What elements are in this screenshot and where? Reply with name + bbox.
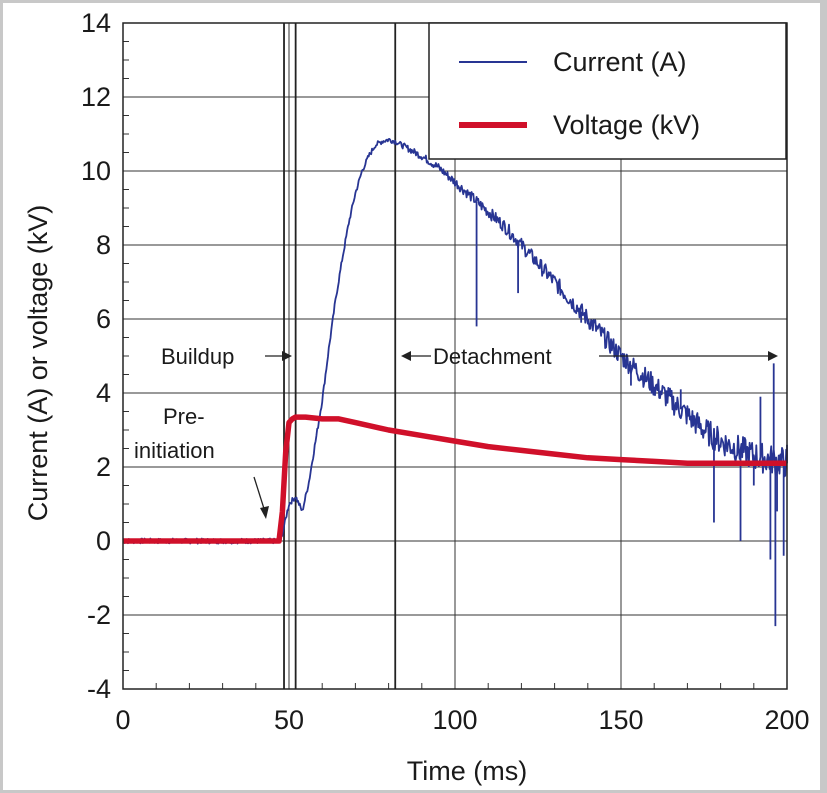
- x-axis-label: Time (ms): [407, 756, 527, 786]
- legend-box: [428, 22, 787, 160]
- y-tick-label: 2: [96, 452, 111, 482]
- preinitiation-arrowhead: [260, 506, 269, 519]
- buildup-arrowhead: [282, 351, 292, 361]
- annotation-buildup: Buildup: [161, 344, 234, 369]
- chart-frame: 0 50 100 150 200 -4 -2 0 2 4 6 8 10 12 14 Time (ms) C…: [3, 3, 820, 790]
- annotation-preinitiation-line2: initiation: [134, 438, 215, 463]
- detachment-arrowhead-left: [401, 351, 411, 361]
- x-tick-label: 0: [115, 705, 130, 735]
- y-tick-label: 12: [81, 82, 111, 112]
- annotation-detachment: Detachment: [433, 344, 552, 369]
- y-axis-label: Current (A) or voltage (kV): [23, 205, 53, 522]
- x-tick-label: 150: [598, 705, 643, 735]
- voltage-series-line: [123, 414, 787, 544]
- y-tick-label: 6: [96, 304, 111, 334]
- annotation-preinitiation-line1: Pre-: [163, 404, 205, 429]
- annotations: Pre- initiation Buildup Detachment: [134, 344, 778, 519]
- y-tick-label: -2: [87, 600, 111, 630]
- legend-current-label: Current (A): [553, 47, 687, 77]
- y-tick-label: 10: [81, 156, 111, 186]
- legend-voltage-label: Voltage (kV): [553, 110, 700, 140]
- phase-vertical-lines: [283, 23, 397, 689]
- y-tick-label: 4: [96, 378, 111, 408]
- y-tick-label: 8: [96, 230, 111, 260]
- x-tick-label: 50: [274, 705, 304, 735]
- detachment-arrowhead-right: [768, 351, 778, 361]
- x-tick-label: 200: [764, 705, 809, 735]
- legend: Current (A) Voltage (kV): [428, 22, 787, 160]
- chart-svg: 0 50 100 150 200 -4 -2 0 2 4 6 8 10 12 14 Time (ms) C…: [23, 8, 810, 786]
- y-tick-label: 14: [81, 8, 111, 38]
- x-tick-labels: 0 50 100 150 200: [115, 705, 809, 735]
- series-layer: [122, 137, 788, 627]
- y-tick-label: 0: [96, 526, 111, 556]
- y-tick-label: -4: [87, 674, 111, 704]
- y-tick-labels: -4 -2 0 2 4 6 8 10 12 14: [81, 8, 111, 704]
- x-tick-label: 100: [432, 705, 477, 735]
